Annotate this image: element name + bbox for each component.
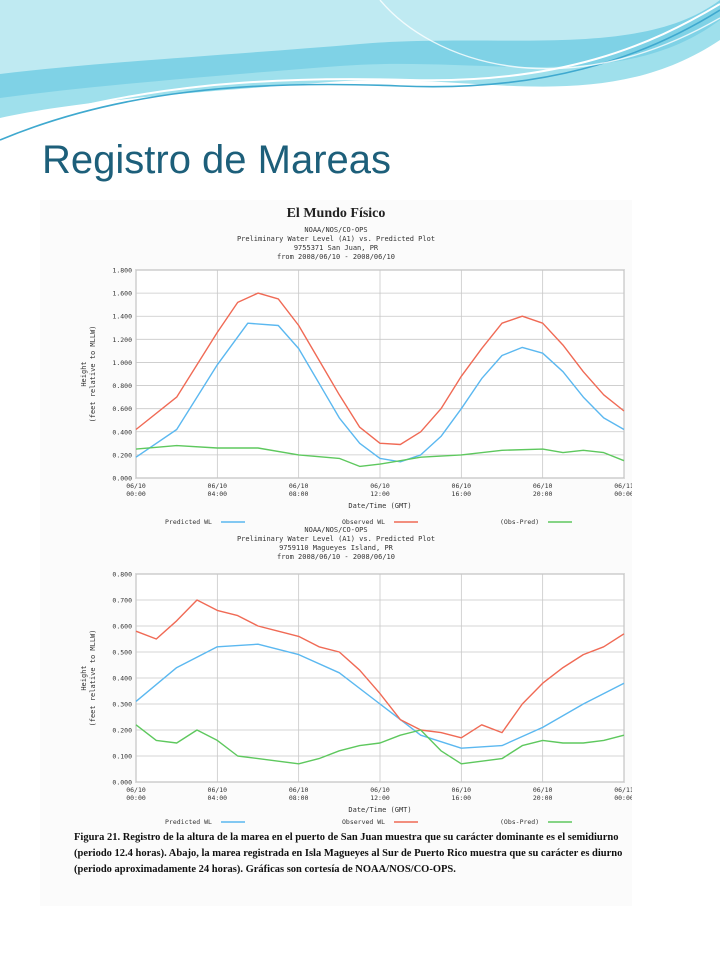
y-tick-label: 1.000 [112, 359, 132, 367]
x-tick-label: 04:00 [208, 490, 228, 498]
figure-caption: Figura 21. Registro de la altura de la m… [74, 832, 623, 875]
y-tick-label: 0.200 [112, 727, 132, 735]
y-tick-label: 0.000 [112, 779, 132, 787]
wave-band-dark [0, 0, 720, 74]
x-tick-label: 06/11 [614, 786, 632, 794]
tide-figure: NOAA/NOS/CO-OPS Preliminary Water Level (… [40, 200, 632, 906]
y-tick-label: 0.500 [112, 649, 132, 657]
x-tick-label: 06/10 [452, 786, 472, 794]
x-tick-label: 06/10 [370, 786, 390, 794]
y-tick-label: 0.600 [112, 623, 132, 631]
legend-label: (Obs-Pred) [500, 518, 539, 526]
x-tick-label: 12:00 [370, 794, 390, 802]
x-tick-label: 06/10 [289, 786, 309, 794]
x-tick-label: 06/10 [208, 482, 228, 490]
x-tick-label: 20:00 [533, 490, 553, 498]
chart-title-line: Preliminary Water Level (A1) vs. Predict… [237, 235, 435, 243]
x-tick-label: 12:00 [370, 490, 390, 498]
x-tick-label: 04:00 [208, 794, 228, 802]
y-tick-label: 1.200 [112, 336, 132, 344]
series-line-obs-pred [135, 444, 625, 468]
legend-label: Observed WL [342, 518, 385, 526]
chart-magueyes: NOAA/NOS/CO-OPS Preliminary Water Level (… [40, 522, 632, 834]
y-tick-label: 1.400 [112, 313, 132, 321]
x-tick-label: 16:00 [452, 794, 472, 802]
x-tick-label: 08:00 [289, 794, 309, 802]
x-tick-label: 08:00 [289, 490, 309, 498]
x-tick-label: 16:00 [452, 490, 472, 498]
series-line-obs-pred [135, 724, 625, 765]
chart-title-line: NOAA/NOS/CO-OPS [304, 526, 367, 534]
legend-label: (Obs-Pred) [500, 818, 539, 826]
y-tick-label: 0.000 [112, 475, 132, 483]
x-tick-label: 06/10 [370, 482, 390, 490]
series-line-predicted [135, 643, 625, 749]
chart-title-line: from 2008/06/10 - 2008/06/10 [277, 253, 395, 261]
chart-title-line: NOAA/NOS/CO-OPS [304, 226, 367, 234]
header-wave-decoration [0, 0, 720, 141]
y-tick-label: 0.200 [112, 451, 132, 459]
y-tick-label: 0.400 [112, 428, 132, 436]
chart-title-line: 9759110 Magueyes Island, PR [279, 544, 394, 552]
x-tick-label: 00:00 [614, 490, 632, 498]
x-tick-label: 06/10 [452, 482, 472, 490]
series-line-observed [135, 599, 625, 739]
x-tick-label: 06/11 [614, 482, 632, 490]
y-tick-label: 0.600 [112, 405, 132, 413]
y-tick-label: 1.600 [112, 290, 132, 298]
figure-heading: El Mundo Físico [286, 206, 386, 221]
x-tick-label: 06/10 [126, 786, 146, 794]
x-tick-label: 06/10 [533, 786, 553, 794]
y-tick-label: 0.300 [112, 701, 132, 709]
x-tick-label: 06/10 [208, 786, 228, 794]
y-tick-label: 0.800 [112, 571, 132, 579]
legend-label: Predicted WL [165, 518, 212, 526]
y-tick-label: 0.800 [112, 382, 132, 390]
legend-label: Observed WL [342, 818, 385, 826]
x-axis-label: Date/Time (GMT) [348, 806, 411, 814]
chart-san-juan: NOAA/NOS/CO-OPS Preliminary Water Level (… [40, 200, 632, 530]
x-tick-label: 06/10 [289, 482, 309, 490]
y-axis-label: (feet relative to MLLW) [89, 630, 97, 727]
x-tick-label: 00:00 [126, 490, 146, 498]
y-axis-label: Height [80, 665, 88, 690]
y-tick-label: 0.100 [112, 753, 132, 761]
series-line-observed [135, 292, 625, 446]
x-tick-label: 06/10 [126, 482, 146, 490]
y-axis-label: (feet relative to MLLW) [89, 326, 97, 423]
chart-title-line: Preliminary Water Level (A1) vs. Predict… [237, 535, 435, 543]
wave-line-2 [0, 3, 720, 129]
x-axis-label: Date/Time (GMT) [348, 502, 411, 510]
chart-title-line: from 2008/06/10 - 2008/06/10 [277, 553, 395, 561]
x-tick-label: 06/10 [533, 482, 553, 490]
y-tick-label: 1.800 [112, 267, 132, 275]
wave-line-3 [379, 0, 720, 70]
slide-title: Registro de Mareas [42, 138, 392, 182]
wave-line-1 [0, 9, 720, 141]
legend-label: Predicted WL [165, 818, 212, 826]
x-tick-label: 00:00 [614, 794, 632, 802]
x-tick-label: 00:00 [126, 794, 146, 802]
y-axis-label: Height [80, 361, 88, 386]
y-tick-label: 0.400 [112, 675, 132, 683]
chart-title-line: 9755371 San Juan, PR [294, 244, 379, 252]
y-tick-label: 0.700 [112, 597, 132, 605]
x-tick-label: 20:00 [533, 794, 553, 802]
